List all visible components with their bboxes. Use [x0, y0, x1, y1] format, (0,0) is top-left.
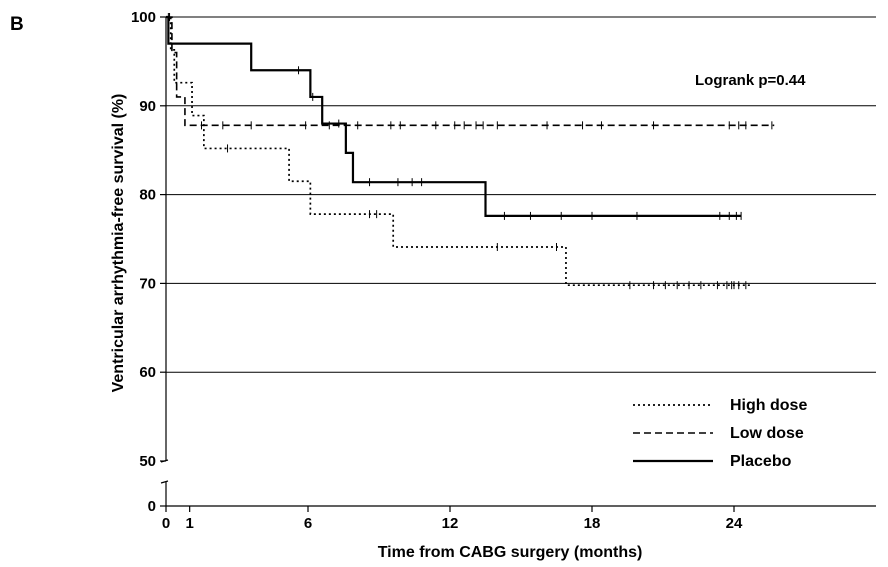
- x-tick-label-18: 18: [584, 515, 601, 532]
- x-tick-labels: 0 1 6 12 18 24: [162, 506, 743, 532]
- y-tick-label-0: 0: [148, 498, 156, 515]
- axes: [160, 17, 876, 507]
- y-tick-label-50: 50: [139, 453, 156, 470]
- panel-label: B: [10, 14, 24, 35]
- x-tick-label-0: 0: [162, 515, 170, 532]
- legend-label-high-dose: High dose: [730, 397, 807, 414]
- y-axis-label: Ventricular arrhythmia-free survival (%): [110, 94, 127, 393]
- legend-label-placebo: Placebo: [730, 453, 792, 470]
- survival-curves: [166, 13, 775, 290]
- series-line-high-dose: [166, 16, 751, 287]
- y-tick-label-100: 100: [131, 9, 156, 26]
- legend: High dose Low dose Placebo: [633, 397, 807, 470]
- y-tick-label-80: 80: [139, 187, 156, 204]
- x-tick-label-12: 12: [442, 515, 459, 532]
- grid-lines: [166, 16, 876, 373]
- series-line-placebo: [166, 15, 742, 218]
- logrank-annotation: Logrank p=0.44: [695, 72, 806, 89]
- x-tick-label-6: 6: [304, 515, 312, 532]
- legend-label-low-dose: Low dose: [730, 425, 804, 442]
- x-tick-label-1: 1: [185, 515, 193, 532]
- y-tick-label-60: 60: [139, 364, 156, 381]
- axis-break-mark-lower: [160, 480, 169, 484]
- series-line-low-dose: [166, 16, 775, 127]
- y-tick-label-70: 70: [139, 275, 156, 292]
- y-tick-labels: 0 50 60 70 80 90 100: [131, 9, 166, 515]
- y-tick-label-90: 90: [139, 98, 156, 115]
- x-axis-label: Time from CABG surgery (months): [378, 544, 643, 561]
- x-tick-label-24: 24: [726, 515, 743, 532]
